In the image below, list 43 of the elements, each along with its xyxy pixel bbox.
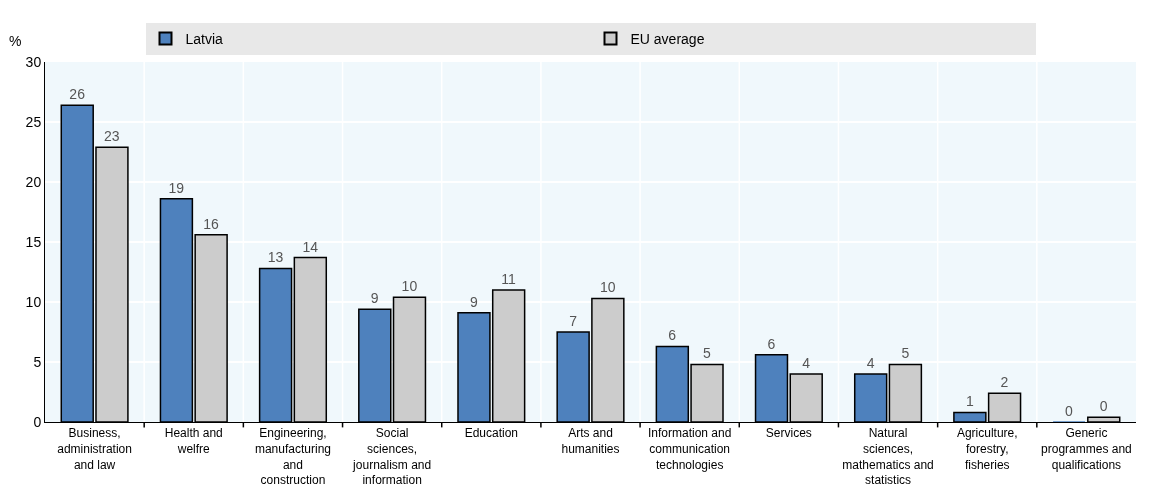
data-label: 16 xyxy=(203,215,220,232)
y-tick-label: 10 xyxy=(25,293,42,310)
data-label: 4 xyxy=(802,355,811,371)
data-label: 4 xyxy=(866,355,875,371)
data-label: 9 xyxy=(469,293,478,310)
y-tick-label: 30 xyxy=(25,53,42,70)
y-tick-label: 0 xyxy=(33,413,42,430)
x-tick-label: Natural sciences, mathematics and statistics xyxy=(842,426,934,488)
x-tick-label: Social sciences, journalism and information xyxy=(352,426,432,488)
x-tick-label: Business, administration and law xyxy=(57,426,132,472)
x-tick-label: Health and welfre xyxy=(164,426,223,456)
data-label: 0 xyxy=(1065,403,1074,419)
data-label: 1 xyxy=(965,393,974,410)
y-tick-label: 5 xyxy=(33,353,42,370)
data-label: 6 xyxy=(668,327,677,344)
x-tick-label: Information and communication technologies xyxy=(647,426,732,472)
y-tick-label: 25 xyxy=(25,113,42,130)
legend-label: EU average xyxy=(630,30,705,47)
data-label: 26 xyxy=(69,86,86,103)
data-label: 9 xyxy=(370,290,379,307)
data-label: 10 xyxy=(599,279,616,296)
data-label: 2 xyxy=(1000,374,1009,391)
data-label: 19 xyxy=(168,179,185,196)
x-tick-label: Generic programmes and qualifications xyxy=(1041,426,1132,472)
data-label: 11 xyxy=(501,271,517,287)
data-label: 5 xyxy=(703,345,712,362)
data-label: 23 xyxy=(104,128,120,145)
x-tick-label: Services xyxy=(765,426,812,441)
y-axis-title: % xyxy=(9,33,22,49)
data-label: 0 xyxy=(1099,398,1108,415)
legend-label: Latvia xyxy=(185,30,224,47)
data-label: 5 xyxy=(901,345,910,362)
data-label: 13 xyxy=(267,249,284,266)
y-tick-label: 15 xyxy=(25,233,42,250)
x-tick-label: Education xyxy=(464,426,519,441)
x-tick-label: Arts and humanities xyxy=(561,426,620,456)
y-tick-label: 20 xyxy=(25,173,42,190)
x-tick-label: Engineering, manufacturing and construction xyxy=(254,426,331,488)
x-tick-label: Agriculture, forestry, fisheries xyxy=(956,426,1018,472)
data-label: 7 xyxy=(569,313,578,329)
data-label: 10 xyxy=(401,278,418,295)
data-label: 14 xyxy=(302,238,319,255)
data-label: 6 xyxy=(767,335,776,352)
